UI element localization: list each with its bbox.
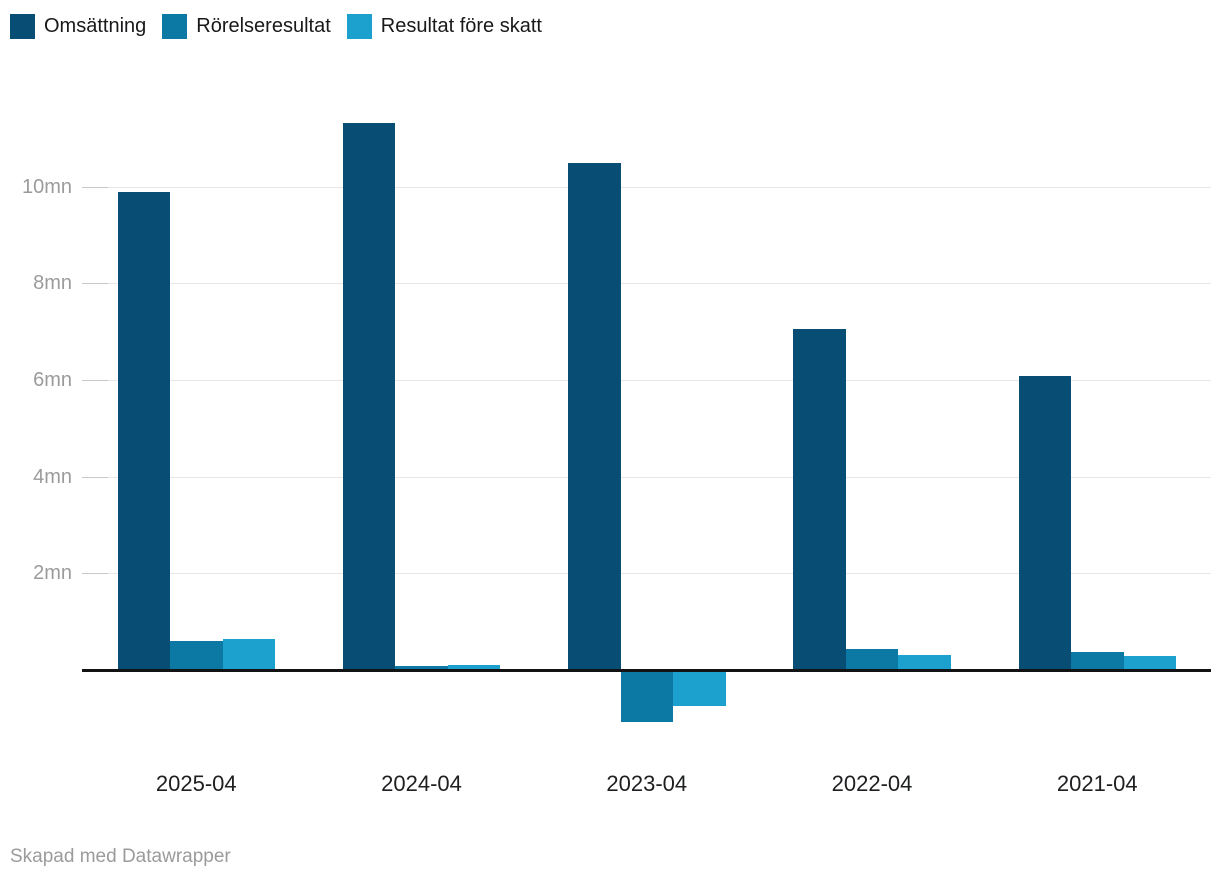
y-axis-tick-label: 6mn	[33, 369, 72, 392]
bar-resultat-f-re-skatt-2024-04[interactable]	[447, 665, 501, 670]
gridline	[82, 186, 1211, 188]
gridline	[82, 283, 1211, 285]
y-axis-tick-label: 4mn	[33, 465, 72, 488]
legend-swatch-icon	[10, 14, 35, 39]
legend: Omsättning Rörelseresultat Resultat före s…	[10, 14, 542, 39]
legend-label: Resultat före skatt	[380, 15, 542, 37]
legend-item: Resultat före skatt	[346, 14, 542, 39]
axis-tick	[82, 573, 108, 575]
bar-oms-ttning-2025-04[interactable]	[117, 191, 170, 670]
bar-r-relseresultat-2025-04[interactable]	[170, 640, 223, 670]
axis-tick	[82, 186, 108, 188]
axis-tick	[82, 476, 108, 478]
bar-resultat-f-re-skatt-2021-04[interactable]	[1123, 655, 1176, 670]
bar-r-relseresultat-2022-04[interactable]	[845, 649, 899, 670]
bar-resultat-f-re-skatt-2025-04[interactable]	[222, 639, 275, 670]
bar-oms-ttning-2021-04[interactable]	[1018, 376, 1071, 670]
axis-tick	[82, 380, 108, 382]
y-axis-tick-label: 2mn	[33, 562, 72, 585]
y-axis-tick-label: 8mn	[33, 272, 72, 295]
legend-label: Rörelseresultat	[196, 15, 331, 37]
legend-swatch-icon	[162, 14, 188, 39]
gridline	[82, 476, 1211, 478]
bar-resultat-f-re-skatt-2023-04[interactable]	[673, 670, 726, 706]
y-axis-tick-label: 10mn	[21, 175, 72, 198]
bar-resultat-f-re-skatt-2022-04[interactable]	[898, 655, 951, 670]
bar-oms-ttning-2023-04[interactable]	[568, 162, 621, 670]
credit-text: Skapad med Datawrapper	[10, 846, 231, 867]
bar-r-relseresultat-2024-04[interactable]	[395, 665, 448, 670]
x-axis-category-label: 2022-04	[831, 771, 913, 796]
x-axis-category-label: 2023-04	[606, 771, 688, 796]
legend-swatch-icon	[346, 14, 372, 39]
legend-label: Omsättning	[44, 15, 147, 37]
x-axis-category-label: 2024-04	[381, 771, 462, 796]
x-axis-line	[82, 669, 1211, 672]
gridline	[82, 380, 1211, 382]
legend-item: Rörelseresultat	[162, 14, 331, 39]
bar-r-relseresultat-2021-04[interactable]	[1071, 651, 1124, 670]
bar-oms-ttning-2024-04[interactable]	[342, 122, 396, 670]
bar-r-relseresultat-2023-04[interactable]	[620, 670, 673, 723]
axis-tick	[82, 283, 108, 285]
x-axis-category-label: 2021-04	[1056, 771, 1138, 796]
gridline	[82, 573, 1211, 575]
x-axis-category-label: 2025-04	[155, 771, 237, 796]
bar-oms-ttning-2022-04[interactable]	[793, 329, 846, 670]
legend-item: Omsättning	[10, 14, 146, 39]
